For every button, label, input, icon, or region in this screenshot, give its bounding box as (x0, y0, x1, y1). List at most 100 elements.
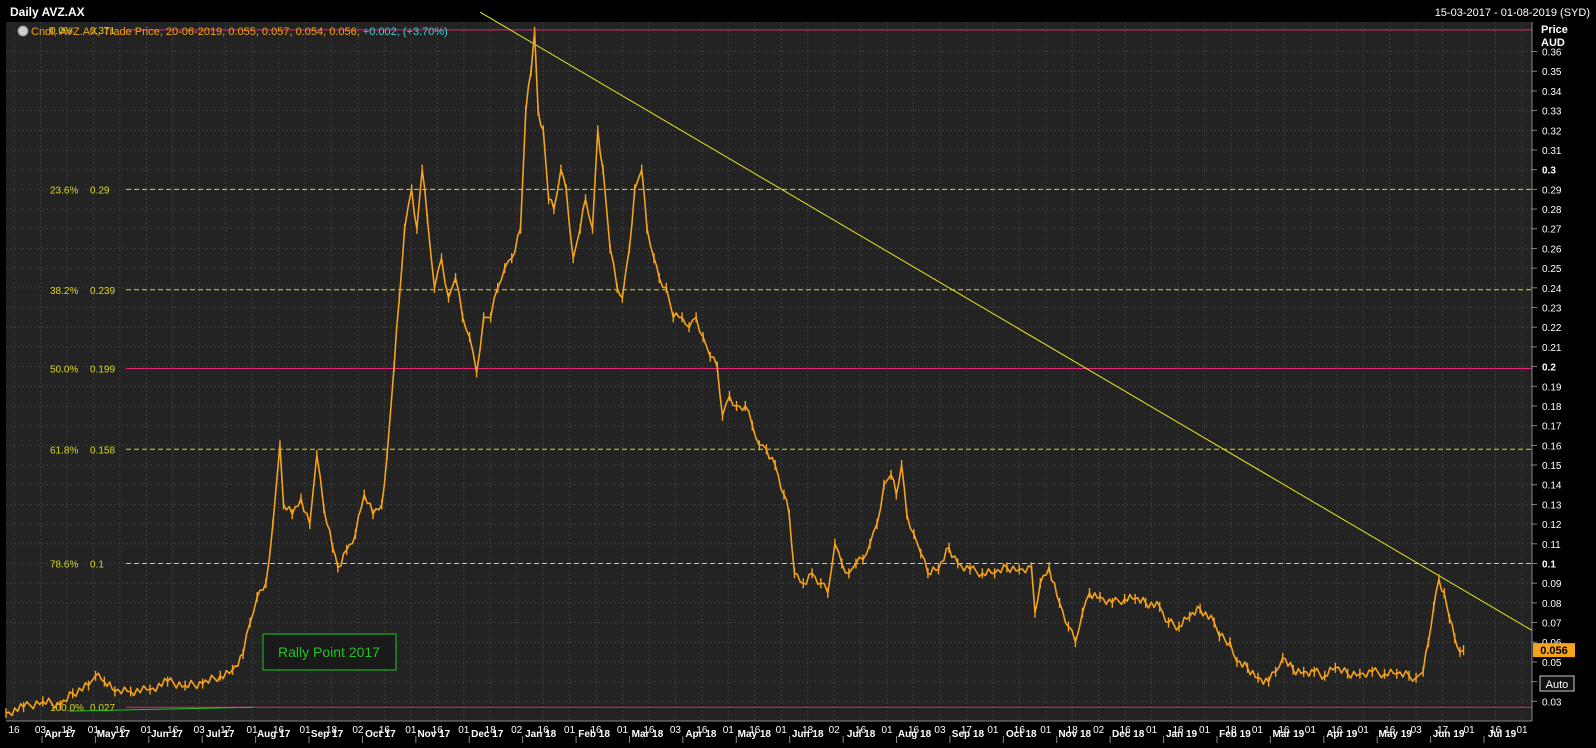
x-month-label: Dec 18 (1112, 729, 1145, 740)
x-month-label: May 17 (97, 729, 131, 740)
x-day-label: 18 (1225, 725, 1237, 736)
y-tick-label: 0.2 (1542, 363, 1556, 374)
y-tick-label: 0.31 (1542, 146, 1562, 157)
x-day-label: 01 (776, 725, 788, 736)
fib-value-label: 0.239 (90, 286, 115, 297)
x-day-label: 16 (908, 725, 920, 736)
x-month-label: Jun 17 (151, 729, 183, 740)
rally-point-annotation: Rally Point 2017 (262, 633, 397, 671)
y-tick-label: 0.26 (1542, 244, 1562, 255)
y-tick-label: 0.13 (1542, 500, 1562, 511)
x-day-label: 02 (829, 725, 841, 736)
y-tick-label: 0.23 (1542, 304, 1562, 315)
x-day-label: 01 (617, 725, 629, 736)
x-day-label: 16 (1120, 725, 1132, 736)
x-month-label: Dec 17 (471, 729, 504, 740)
x-day-label: 16 (379, 725, 391, 736)
y-tick-label: 0.15 (1542, 461, 1562, 472)
x-day-label: 01 (1464, 725, 1476, 736)
y-tick-label: 0.36 (1542, 48, 1562, 59)
x-day-label: 16 (590, 725, 602, 736)
x-day-label: 16 (273, 725, 285, 736)
rally-line (69, 706, 254, 712)
fib-percent-label: 0.0% (50, 26, 73, 37)
x-month-label: May 18 (738, 729, 772, 740)
x-month-label: May 19 (1379, 729, 1413, 740)
x-day-label: 03 (35, 725, 47, 736)
x-day-label: 01 (564, 725, 576, 736)
x-day-label: 01 (247, 725, 259, 736)
legend-prefix: Cndl, AVZ.AX, Trade Price, 20-06-2019, 0… (31, 26, 360, 38)
x-day-label: 18 (1067, 725, 1079, 736)
x-day-label: 01 (1358, 725, 1370, 736)
x-month-label: Sep 18 (952, 729, 985, 740)
x-month-label: Nov 18 (1058, 729, 1091, 740)
auto-button-frame[interactable] (1539, 675, 1575, 692)
date-range: 15-03-2017 - 01-08-2019 (SYD) (1435, 7, 1590, 19)
auto-button-label[interactable]: Auto (1546, 679, 1569, 691)
x-day-label: 18 (802, 725, 814, 736)
last-price-box (1533, 643, 1575, 658)
y-tick-label: 0.32 (1542, 126, 1562, 137)
x-day-label: 03 (194, 725, 206, 736)
x-day-label: 16 (1014, 725, 1026, 736)
x-day-label: 01 (1516, 725, 1528, 736)
x-day-label: 18 (61, 725, 73, 736)
fib-percent-label: 100.0% (50, 703, 84, 714)
x-day-label: 16 (538, 725, 550, 736)
x-day-label: 02 (1093, 725, 1105, 736)
y-tick-label: 0.35 (1542, 67, 1562, 78)
x-month-label: Aug 18 (898, 729, 932, 740)
x-day-label: 01 (723, 725, 735, 736)
y-tick-label: 0.17 (1542, 422, 1562, 433)
x-month-label: Jul 19 (1488, 729, 1517, 740)
x-month-label: Sep 17 (311, 729, 344, 740)
y-tick-label: 0.08 (1542, 599, 1562, 610)
x-day-label: 02 (352, 725, 364, 736)
x-month-label: Jul 18 (847, 729, 876, 740)
fib-percent-label: 78.6% (50, 559, 78, 570)
x-day-label: 01 (458, 725, 470, 736)
x-day-label: 18 (485, 725, 497, 736)
y-tick-label: 0.03 (1542, 697, 1562, 708)
x-day-label: 16 (1331, 725, 1343, 736)
auto-scale-button[interactable]: Auto (1539, 675, 1575, 692)
fib-percent-label: 38.2% (50, 286, 78, 297)
x-month-label: Jan 19 (1166, 729, 1198, 740)
x-month-label: Feb 18 (578, 729, 610, 740)
x-day-label: 17 (961, 725, 973, 736)
x-day-label: 16 (696, 725, 708, 736)
fibonacci-levels: 0.0% 0.371 23.6% 0.29 38.2% 0.239 50.0% 0.199 61… (50, 26, 1532, 714)
x-day-label: 01 (141, 725, 153, 736)
x-month-label: Mar 19 (1273, 729, 1305, 740)
rally-point-box (262, 633, 397, 671)
x-day-label: 17 (1437, 725, 1449, 736)
fib-value-label: 0.158 (90, 445, 115, 456)
x-month-label: Jun 19 (1433, 729, 1465, 740)
fib-percent-label: 61.8% (50, 445, 78, 456)
gridlines (6, 22, 1532, 721)
x-month-label: Jul 17 (206, 729, 235, 740)
legend-line[interactable]: Cndl, AVZ.AX, Trade Price, 20-06-2019, 0… (17, 25, 448, 38)
y-tick-label: 0.28 (1542, 205, 1562, 216)
y-tick-label: 0.33 (1542, 107, 1562, 118)
y-tick-label: 0.05 (1542, 658, 1562, 669)
x-day-label: 01 (987, 725, 999, 736)
fib-value-label: 0.1 (90, 559, 104, 570)
y-tick-label: 0.12 (1542, 520, 1562, 531)
x-day-label: 01 (881, 725, 893, 736)
legend-text: Cndl, AVZ.AX, Trade Price, 20-06-2019, 0… (31, 26, 448, 38)
legend-change: +0.002, (+3.70%) (363, 26, 448, 38)
x-month-label: Oct 18 (1006, 729, 1037, 740)
x-day-label: 03 (1411, 725, 1423, 736)
x-day-label: 16 (1490, 725, 1502, 736)
x-day-label: 01 (1199, 725, 1211, 736)
y-tick-label: 0.24 (1542, 284, 1562, 295)
y-tick-label: 0.29 (1542, 185, 1562, 196)
y-tick-label: 0.3 (1542, 166, 1556, 177)
x-day-label: 17 (220, 725, 232, 736)
x-day-label: 03 (670, 725, 682, 736)
fib-value-label: 0.199 (90, 365, 115, 376)
x-day-label: 16 (167, 725, 179, 736)
